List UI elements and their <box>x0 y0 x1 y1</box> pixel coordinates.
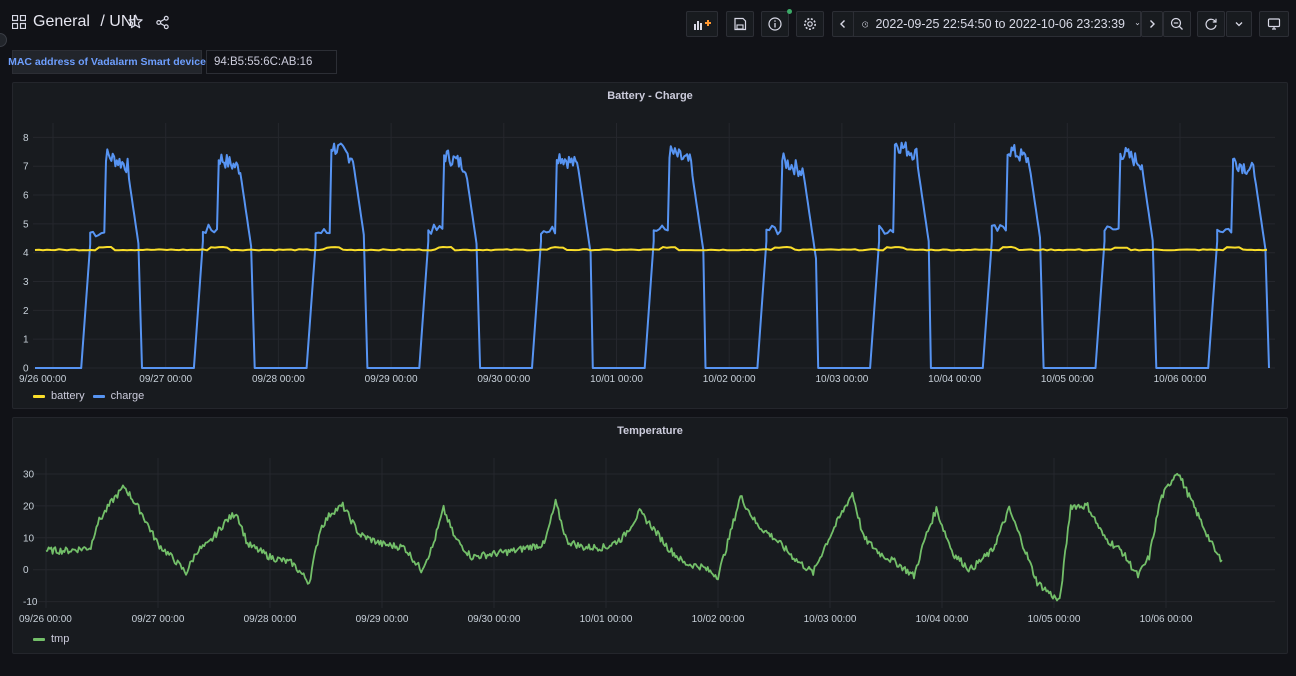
status-dot <box>787 9 792 14</box>
y-tick-label: 7 <box>23 162 29 173</box>
clock-icon <box>862 20 869 28</box>
mac-variable-input[interactable]: 94:B5:55:6C:AB:16 <box>206 50 337 74</box>
x-tick-label: 09/28 00:00 <box>252 374 305 385</box>
share-icon[interactable] <box>155 15 170 30</box>
x-tick-label: 10/01 00:00 <box>590 374 643 385</box>
tv-icon <box>1267 18 1281 30</box>
legend-swatch <box>92 394 105 398</box>
y-tick-label: 0 <box>23 364 29 375</box>
y-tick-label: 3 <box>23 277 29 288</box>
legend-swatch <box>33 394 45 398</box>
y-tick-label: 1 <box>23 335 29 346</box>
settings-icon <box>804 18 816 30</box>
save-button[interactable] <box>726 11 754 37</box>
x-tick-label: 9/26 00:00 <box>19 374 67 385</box>
breadcrumb: General / UNI <box>33 13 137 31</box>
legend-swatch <box>33 637 45 641</box>
battery-series-line[interactable] <box>34 245 1268 252</box>
chevron-down-icon <box>1235 22 1243 27</box>
info-icon <box>768 17 782 31</box>
x-tick-label: 09/29 00:00 <box>356 614 409 625</box>
panel-title[interactable]: Battery - Charge <box>607 90 693 102</box>
x-tick-label: 10/05 00:00 <box>1028 614 1081 625</box>
x-tick-label: 09/29 00:00 <box>365 374 418 385</box>
tv-mode-button[interactable] <box>1259 11 1289 37</box>
x-tick-label: 10/04 00:00 <box>916 614 969 625</box>
add-panel-button[interactable] <box>686 11 718 37</box>
zoom-out-icon <box>1170 17 1183 30</box>
refresh-interval-dropdown[interactable] <box>1226 11 1252 37</box>
y-tick-label: 10 <box>23 533 35 544</box>
star-icon[interactable] <box>128 14 143 29</box>
add-panel-icon <box>694 20 711 30</box>
time-shift-back-button[interactable] <box>832 11 854 37</box>
y-tick-label: 0 <box>23 565 29 576</box>
refresh-icon <box>1205 18 1217 30</box>
time-shift-forward-button[interactable] <box>1141 11 1163 37</box>
panel-title[interactable]: Temperature <box>617 425 683 437</box>
x-tick-label: 09/28 00:00 <box>244 614 297 625</box>
apps-icon[interactable] <box>12 15 26 29</box>
x-tick-label: 10/03 00:00 <box>804 614 857 625</box>
info-button[interactable] <box>761 11 789 37</box>
top-navbar: General / UNI <box>0 0 1296 46</box>
chevron-down-icon <box>1135 23 1140 26</box>
y-tick-label: 8 <box>23 133 29 144</box>
chart-legend: battery charge <box>33 390 152 402</box>
x-tick-label: 10/06 00:00 <box>1140 614 1193 625</box>
legend-label: battery <box>51 390 85 402</box>
battery-charge-chart[interactable]: 0 1 2 3 4 5 6 7 8 9/26 00:00 09/27 00:00 09/28 00:0… <box>13 83 1289 410</box>
x-tick-label: 09/27 00:00 <box>139 374 192 385</box>
zoom-out-button[interactable] <box>1163 11 1191 37</box>
x-tick-label: 09/26 00:00 <box>19 614 72 625</box>
chevron-right-icon <box>1150 20 1155 28</box>
breadcrumb-folder[interactable]: General <box>33 13 90 30</box>
y-tick-label: -10 <box>23 597 38 608</box>
legend-item-tmp[interactable]: tmp <box>33 633 69 645</box>
chevron-left-icon <box>840 20 845 28</box>
x-tick-label: 09/30 00:00 <box>477 374 530 385</box>
refresh-button[interactable] <box>1197 11 1225 37</box>
y-tick-label: 20 <box>23 501 35 512</box>
y-tick-label: 30 <box>23 469 35 480</box>
x-tick-label: 10/04 00:00 <box>928 374 981 385</box>
x-tick-label: 10/03 00:00 <box>815 374 868 385</box>
x-tick-label: 10/02 00:00 <box>703 374 756 385</box>
x-tick-label: 09/30 00:00 <box>468 614 521 625</box>
x-tick-label: 10/06 00:00 <box>1154 374 1207 385</box>
x-tick-label: 10/05 00:00 <box>1041 374 1094 385</box>
y-tick-label: 2 <box>23 306 29 317</box>
chart-legend: tmp <box>33 633 77 645</box>
y-tick-label: 6 <box>23 191 29 202</box>
breadcrumb-separator: / <box>100 13 105 30</box>
settings-button[interactable] <box>796 11 824 37</box>
x-tick-label: 09/27 00:00 <box>132 614 185 625</box>
time-range-picker[interactable]: 2022-09-25 22:54:50 to 2022-10-06 23:23:… <box>853 11 1141 37</box>
legend-label: tmp <box>51 633 70 645</box>
mac-variable-label: MAC address of Vadalarm Smart device <box>8 50 206 74</box>
charge-series-line[interactable] <box>35 141 1270 369</box>
x-tick-label: 10/02 00:00 <box>692 614 745 625</box>
temperature-panel: Temperature -10 0 10 20 30 09/26 00:00 09/27 0… <box>12 417 1288 654</box>
breadcrumb-dashboard[interactable]: UNI <box>109 13 137 30</box>
battery-charge-panel: Battery - Charge 0 1 2 3 4 5 6 7 8 9/26 00:00 09/2… <box>12 82 1288 409</box>
tmp-series-line[interactable] <box>45 472 1223 602</box>
y-tick-label: 4 <box>23 248 29 259</box>
temperature-chart[interactable]: -10 0 10 20 30 09/26 00:00 09/27 00:00 09/28 00… <box>13 418 1289 655</box>
legend-item-charge[interactable]: charge <box>92 390 145 402</box>
x-tick-label: 10/01 00:00 <box>580 614 633 625</box>
time-range-label: 2022-09-25 22:54:50 to 2022-10-06 23:23:… <box>875 17 1125 31</box>
legend-item-battery[interactable]: battery <box>33 390 85 402</box>
save-icon <box>734 17 747 31</box>
y-tick-label: 5 <box>23 219 29 230</box>
legend-label: charge <box>110 390 145 402</box>
